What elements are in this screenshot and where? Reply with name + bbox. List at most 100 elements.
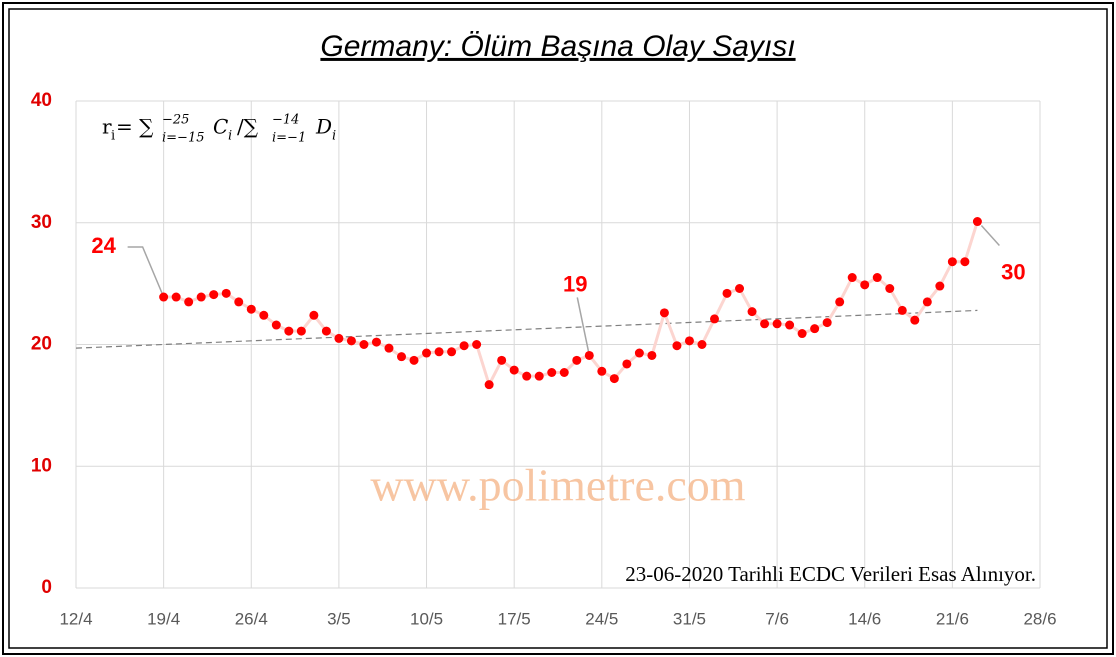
watermark: www.polimetre.com	[370, 460, 745, 511]
x-tick-label: 14/6	[848, 609, 881, 628]
point	[384, 343, 394, 353]
formula-term-sub: i	[228, 129, 232, 144]
point	[472, 340, 482, 349]
point	[397, 352, 407, 362]
formula-lhs: r	[102, 115, 112, 139]
y-tick-label: 20	[31, 334, 52, 355]
point	[284, 326, 294, 336]
point	[910, 315, 920, 325]
point	[872, 273, 882, 283]
point	[184, 297, 194, 307]
point	[321, 326, 331, 336]
point	[559, 368, 569, 378]
point	[334, 333, 344, 343]
point	[572, 355, 582, 365]
grid	[75, 100, 1041, 589]
x-tick-label: 26/4	[235, 609, 268, 628]
point	[422, 348, 432, 358]
point	[584, 350, 594, 360]
point	[409, 355, 419, 365]
point	[647, 350, 657, 360]
point	[735, 283, 745, 293]
formula: r i = ∑ −25 i=−15 C i /∑ −14 i=−1 D i	[102, 113, 336, 146]
point	[935, 281, 945, 291]
x-tick-label: 21/6	[936, 609, 969, 628]
point	[684, 336, 694, 346]
point	[885, 283, 895, 293]
y-tick-label: 40	[31, 90, 52, 111]
point	[296, 326, 306, 336]
point	[822, 318, 832, 328]
point	[747, 307, 757, 317]
point	[897, 305, 907, 315]
point	[309, 310, 319, 320]
series-line	[163, 221, 979, 389]
point	[534, 371, 544, 381]
point	[522, 371, 532, 381]
x-tick-label: 24/5	[585, 609, 618, 628]
point	[497, 355, 507, 365]
chart-title: Germany: Ölüm Başına Olay Sayısı	[320, 30, 795, 63]
point	[847, 273, 857, 283]
point	[159, 292, 169, 302]
point	[797, 329, 807, 339]
x-tick-label: 19/4	[147, 609, 180, 628]
data-label: 24	[91, 233, 116, 258]
x-tick-label: 31/5	[673, 609, 706, 628]
formula-sup: −25	[162, 113, 189, 128]
point	[259, 310, 269, 320]
formula-eq: = ∑	[116, 115, 154, 139]
point	[209, 290, 219, 300]
formula-term: C	[213, 115, 228, 139]
point	[772, 319, 782, 329]
point	[447, 347, 457, 357]
x-tick-label: 17/5	[498, 609, 531, 628]
data-label: 30	[1001, 259, 1025, 284]
point	[722, 288, 732, 298]
point	[697, 340, 707, 349]
point	[484, 380, 494, 390]
point	[659, 308, 669, 318]
x-tick-label: 28/6	[1023, 609, 1056, 628]
formula-term-sub: i	[332, 129, 336, 144]
x-tick-label: 12/4	[59, 609, 92, 628]
x-tick-label: 3/5	[327, 609, 351, 628]
point	[171, 292, 181, 302]
point	[459, 341, 469, 351]
point	[972, 217, 982, 227]
point	[785, 320, 795, 330]
point	[221, 288, 231, 298]
point	[860, 280, 870, 290]
point	[922, 297, 932, 307]
point	[947, 257, 957, 267]
formula-sub: i=−1	[272, 131, 306, 146]
point	[371, 337, 381, 347]
x-tick-label: 10/5	[410, 609, 443, 628]
frame-inner	[8, 8, 1108, 649]
point	[810, 324, 820, 334]
point	[434, 347, 444, 357]
point	[960, 257, 970, 267]
point	[359, 340, 369, 349]
x-tick-label: 7/6	[765, 609, 789, 628]
point	[709, 314, 719, 324]
point	[672, 341, 682, 351]
leader-line	[980, 225, 1000, 247]
trend-line	[75, 309, 978, 349]
point	[760, 319, 770, 329]
point	[597, 366, 607, 376]
formula-term: D	[315, 115, 332, 139]
point	[234, 297, 244, 307]
leader-line	[127, 246, 165, 298]
point	[622, 359, 632, 369]
y-tick-label: 10	[31, 455, 52, 476]
y-tick-label: 0	[41, 577, 52, 598]
point	[196, 292, 206, 302]
formula-div: /∑	[237, 115, 259, 139]
point	[547, 368, 557, 378]
formula-sup: −14	[272, 113, 299, 128]
formula-sub: i=−15	[162, 131, 205, 146]
point	[609, 374, 619, 384]
point	[634, 348, 644, 358]
